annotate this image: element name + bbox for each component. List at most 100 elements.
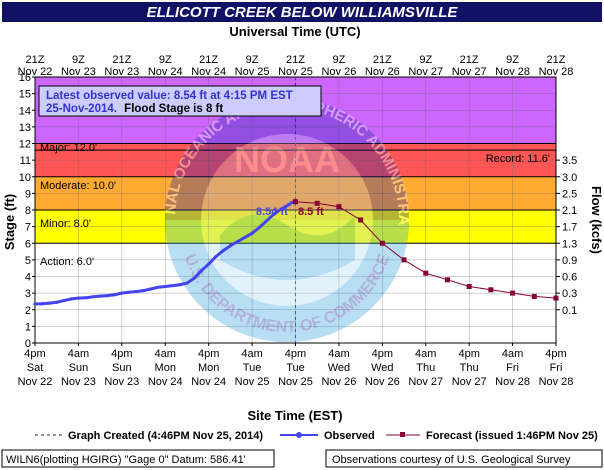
stage-tick-label: 5 — [25, 255, 31, 267]
stage-tick-label: 12 — [19, 139, 31, 151]
observed-point — [250, 231, 254, 235]
observed-latest-label: 8.54 ft — [256, 206, 288, 218]
time-tick-label-date: Nov 27 — [452, 376, 487, 388]
utc-tick-label-date: Nov 25 — [235, 66, 270, 78]
title-bar — [2, 2, 602, 22]
observed-point — [76, 296, 81, 300]
legend-graph-created: Graph Created (4:46PM Nov 25, 2014) — [68, 430, 263, 442]
utc-tick-label-hour: 21Z — [199, 54, 218, 66]
stage-tick-label: 16 — [19, 72, 31, 84]
observed-point — [170, 284, 175, 288]
top-axis-title: Universal Time (UTC) — [229, 24, 360, 39]
time-tick-label-day: Mon — [155, 362, 176, 374]
utc-tick-label-hour: 9Z — [332, 54, 345, 66]
utc-tick-label-date: Nov 28 — [495, 66, 530, 78]
utc-tick-label-date: Nov 23 — [104, 66, 139, 78]
observed-point — [243, 235, 247, 240]
legend-observed: Observed — [324, 430, 375, 442]
observed-point — [199, 269, 204, 273]
forecast-point — [488, 287, 494, 293]
observed-point — [236, 239, 240, 244]
flow-tick-label: 3.0 — [562, 172, 577, 184]
utc-tick-label-hour: 21Z — [373, 54, 392, 66]
observed-point — [207, 262, 211, 266]
courtesy-box — [325, 449, 603, 468]
time-tick-label-day: Fri — [506, 362, 519, 374]
minor-label: Minor: 8.0' — [40, 218, 91, 230]
gauge-info-box — [1, 449, 275, 468]
observed-point — [163, 284, 167, 289]
forecast-point — [510, 290, 516, 296]
observed-point — [185, 281, 189, 285]
observed-point — [69, 297, 73, 301]
utc-tick-label-date: Nov 24 — [148, 66, 183, 78]
time-tick-label-day: Sat — [27, 362, 44, 374]
bottom-axis-title: Site Time (EST) — [247, 408, 342, 423]
time-tick-label-day: Mon — [198, 362, 219, 374]
observed-point — [55, 300, 59, 304]
time-tick-label-hour: 4pm — [198, 348, 219, 360]
time-tick-label-hour: 4pm — [111, 348, 132, 360]
observed-point — [149, 287, 153, 291]
observed-point — [228, 244, 232, 248]
observed-point — [134, 289, 138, 294]
flow-tick-label: 0.1 — [562, 305, 577, 317]
time-tick-label-day: Sun — [69, 362, 89, 374]
observed-point — [91, 295, 95, 299]
time-tick-label-day: Sun — [112, 362, 132, 374]
record-label: Record: 11.6' — [486, 153, 550, 165]
stage-tick-label: 14 — [19, 105, 31, 117]
utc-tick-label-hour: 21Z — [112, 54, 131, 66]
legend-forecast-marker — [400, 432, 405, 437]
utc-tick-label-date: Nov 25 — [278, 66, 313, 78]
time-tick-label-hour: 4pm — [545, 348, 566, 360]
observed-point — [214, 254, 218, 259]
observed-point — [272, 212, 276, 216]
observed-point — [221, 249, 225, 253]
observed-point — [192, 276, 196, 280]
legend-forecast: Forecast (issued 1:46PM Nov 25) — [426, 430, 598, 442]
time-tick-label-date: Nov 25 — [278, 376, 313, 388]
utc-tick-label-date: Nov 27 — [452, 66, 487, 78]
utc-tick-label-date: Nov 26 — [321, 66, 356, 78]
observed-point — [178, 283, 182, 287]
observed-point — [127, 290, 131, 294]
observed-point — [33, 302, 37, 306]
time-tick-label-date: Nov 28 — [495, 376, 530, 388]
utc-tick-label-hour: 21Z — [547, 54, 566, 66]
stage-tick-label: 1 — [25, 321, 31, 333]
time-tick-label-date: Nov 26 — [321, 376, 356, 388]
courtesy-text: Observations courtesy of U.S. Geological… — [332, 454, 571, 466]
observed-point — [290, 200, 294, 205]
watermark-text-center: NOAA — [234, 139, 340, 180]
utc-tick-label-hour: 9Z — [159, 54, 172, 66]
time-tick-label-day: Thu — [460, 362, 479, 374]
observed-point — [156, 285, 160, 289]
stage-tick-label: 4 — [25, 272, 31, 284]
flow-tick-label: 1.7 — [562, 222, 577, 234]
flow-tick-label: 0.9 — [562, 255, 577, 267]
observed-point — [141, 289, 146, 293]
time-tick-label-hour: 4pm — [458, 348, 479, 360]
observed-point — [112, 293, 117, 297]
time-tick-label-hour: 4am — [328, 348, 349, 360]
time-tick-label-date: Nov 24 — [148, 376, 183, 388]
utc-tick-label-hour: 9Z — [246, 54, 259, 66]
utc-tick-label-date: Nov 24 — [191, 66, 226, 78]
time-tick-label-hour: 4pm — [372, 348, 393, 360]
observed-point — [105, 294, 109, 298]
flow-tick-label: 2.1 — [562, 205, 577, 217]
forecast-point — [531, 293, 537, 299]
stage-tick-label: 6 — [25, 238, 31, 250]
observed-point — [120, 291, 124, 295]
time-tick-label-date: Nov 26 — [365, 376, 400, 388]
stage-tick-label: 7 — [25, 222, 31, 234]
observed-point — [264, 219, 269, 223]
time-tick-label-day: Tue — [286, 362, 305, 374]
stage-tick-label: 11 — [20, 155, 31, 167]
svg-text:25-Nov-2014. Flood Stage i: 25-Nov-2014. Flood Stage is 8 ft — [46, 103, 223, 115]
forecast-point — [444, 277, 450, 283]
observed-point — [257, 225, 261, 230]
utc-tick-label-hour: 21Z — [460, 54, 479, 66]
forecast-point — [314, 200, 320, 206]
